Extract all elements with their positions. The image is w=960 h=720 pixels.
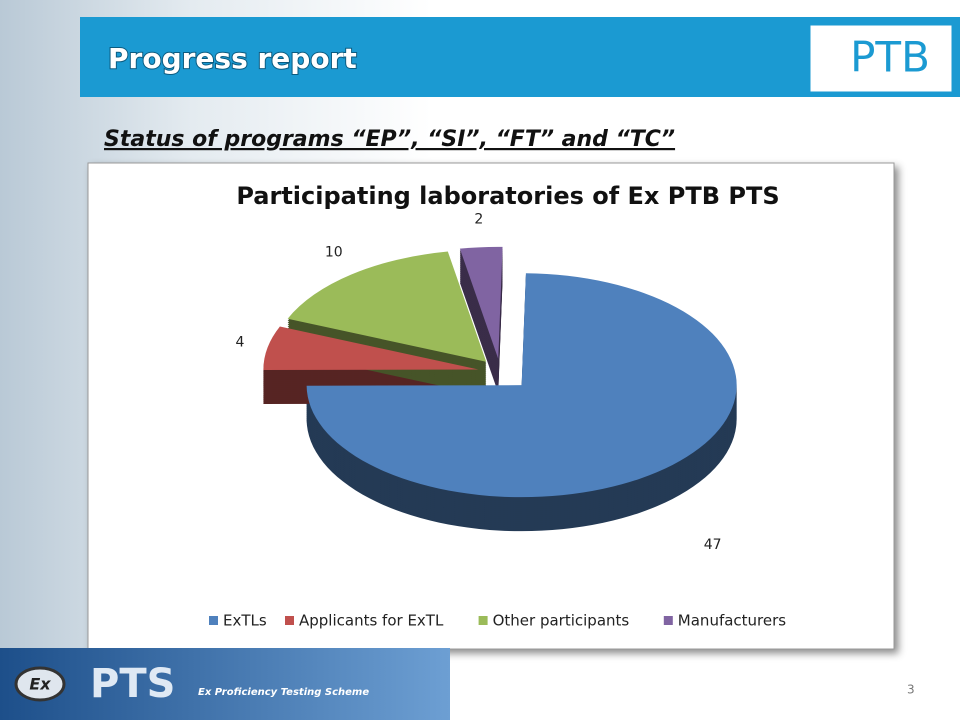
legend-swatch (663, 616, 673, 625)
legend-entry: Other participants (493, 612, 630, 630)
legend-swatch (478, 616, 488, 625)
legend-entry: ExTLs (223, 612, 267, 630)
slice (306, 273, 737, 498)
chart-title: Participating laboratories of Ex PTB PTS (236, 182, 779, 210)
legend-swatch (285, 616, 294, 625)
legend: ExTLs Applicants for ExTL Other participan… (209, 612, 786, 630)
slide-title: Progress report (108, 42, 357, 75)
pie: 47 4 10 2 (236, 211, 737, 553)
slice (459, 246, 503, 359)
data-label: 10 (325, 245, 343, 261)
legend-swatch (209, 616, 218, 625)
footer-text: Ex Proficiency Testing Scheme (198, 687, 369, 698)
footer-brand: PTS (90, 661, 175, 707)
legend-entry: Manufacturers (678, 612, 786, 630)
footer-badge-shape (14, 666, 66, 702)
data-label: 4 (236, 334, 245, 350)
footer-band (0, 648, 450, 720)
slice (287, 251, 487, 362)
slice (263, 326, 479, 371)
data-label: 47 (704, 537, 722, 553)
logo-box (809, 24, 953, 93)
footer-badge: Ex (29, 675, 51, 694)
logo: PTB (850, 33, 930, 82)
subtitle: Status of programs “EP”, “SI”, “FT” and … (104, 127, 675, 152)
page-number: 3 (907, 683, 915, 697)
data-label: 2 (474, 211, 483, 227)
legend-entry: Applicants for ExTL (299, 612, 444, 630)
